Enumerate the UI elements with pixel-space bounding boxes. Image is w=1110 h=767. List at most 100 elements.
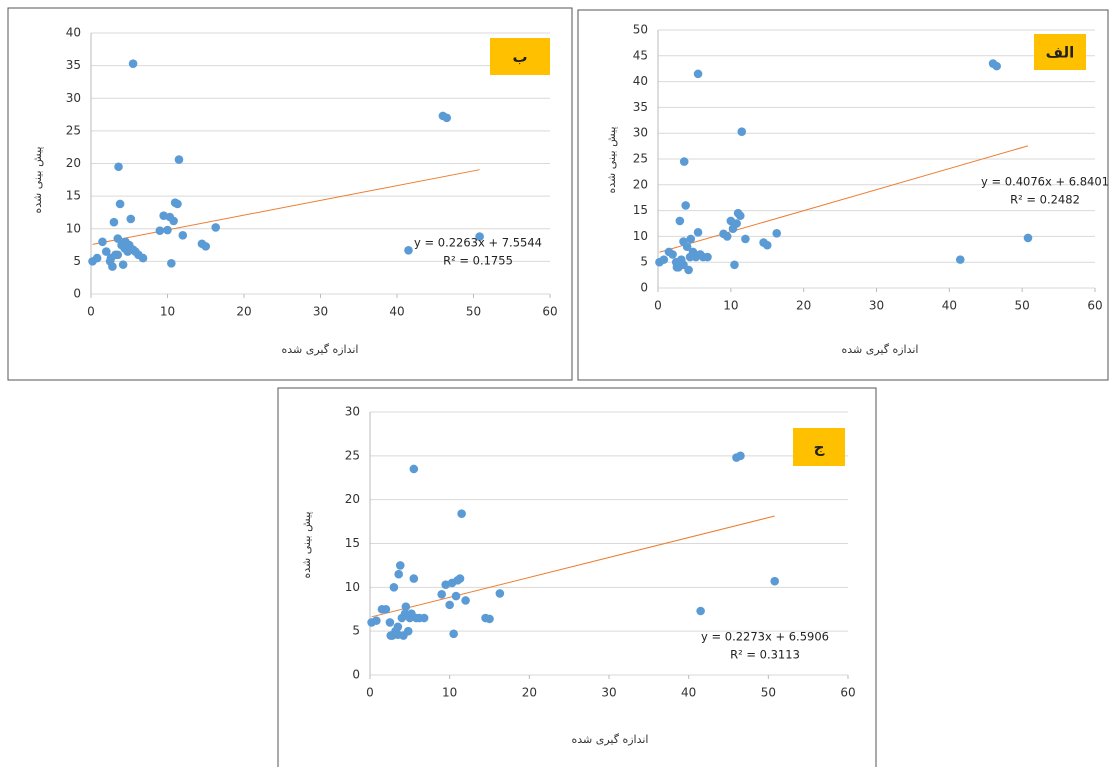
panel-frame bbox=[577, 9, 1109, 381]
point bbox=[113, 250, 123, 260]
point bbox=[386, 631, 396, 640]
y-tick-label: 35 bbox=[633, 100, 648, 114]
y-tick-label: 25 bbox=[66, 123, 81, 137]
panel-label: ب bbox=[512, 48, 527, 66]
y-tick-label: 0 bbox=[352, 668, 360, 682]
point bbox=[762, 240, 772, 250]
point bbox=[381, 604, 391, 614]
point bbox=[722, 232, 732, 241]
point bbox=[437, 590, 447, 599]
point bbox=[693, 227, 703, 237]
y-tick-label: 25 bbox=[345, 448, 360, 462]
point bbox=[772, 229, 782, 238]
point bbox=[102, 247, 111, 256]
panel-label: الف bbox=[1046, 44, 1075, 62]
x-tick-label: 50 bbox=[761, 686, 776, 700]
point bbox=[668, 250, 677, 259]
point bbox=[409, 464, 419, 474]
point bbox=[679, 260, 688, 270]
point bbox=[659, 255, 669, 264]
y-axis-title: پیش بینی شده bbox=[605, 126, 618, 193]
y-tick-label: 10 bbox=[345, 580, 360, 594]
y-tick-label: 15 bbox=[345, 536, 360, 550]
y-tick-label: 0 bbox=[640, 281, 648, 295]
point bbox=[178, 230, 188, 240]
point bbox=[442, 113, 452, 123]
point bbox=[403, 626, 413, 636]
x-tick-label: 0 bbox=[654, 299, 662, 313]
y-tick-label: 30 bbox=[345, 405, 360, 419]
point bbox=[730, 260, 739, 270]
y-tick-label: 30 bbox=[66, 91, 81, 105]
y-tick-label: 30 bbox=[633, 126, 648, 140]
point bbox=[115, 199, 125, 209]
point bbox=[389, 583, 399, 592]
y-tick-label: 20 bbox=[345, 492, 360, 506]
point bbox=[732, 219, 741, 228]
point bbox=[686, 234, 696, 244]
point bbox=[672, 263, 682, 272]
point bbox=[92, 253, 102, 263]
point bbox=[393, 622, 403, 632]
point bbox=[113, 234, 123, 243]
point bbox=[120, 244, 129, 253]
point bbox=[118, 260, 128, 269]
r-squared: R² = 0.1755 bbox=[443, 254, 513, 268]
point bbox=[394, 569, 403, 579]
point bbox=[404, 245, 413, 255]
point bbox=[385, 618, 395, 627]
point bbox=[174, 155, 184, 164]
x-tick-label: 20 bbox=[522, 686, 537, 700]
point bbox=[109, 217, 119, 227]
point bbox=[98, 237, 107, 247]
r-squared: R² = 0.3113 bbox=[730, 648, 800, 662]
y-tick-label: 35 bbox=[66, 58, 81, 72]
point bbox=[169, 216, 178, 226]
x-tick-label: 60 bbox=[542, 305, 557, 319]
x-tick-label: 0 bbox=[87, 305, 95, 319]
point bbox=[395, 561, 405, 570]
y-tick-label: 40 bbox=[66, 26, 81, 40]
point bbox=[108, 262, 117, 271]
x-tick-label: 40 bbox=[389, 305, 404, 319]
point bbox=[372, 616, 381, 625]
point bbox=[675, 216, 685, 226]
point bbox=[201, 242, 211, 251]
point bbox=[155, 226, 165, 236]
label-box bbox=[490, 38, 550, 75]
x-tick-label: 30 bbox=[869, 299, 884, 313]
point bbox=[393, 630, 403, 639]
y-tick-label: 15 bbox=[633, 203, 648, 217]
x-tick-label: 10 bbox=[723, 299, 738, 313]
x-tick-label: 40 bbox=[681, 686, 696, 700]
point bbox=[401, 602, 411, 611]
y-axis-title: پیش بینی شده bbox=[31, 146, 44, 213]
point bbox=[126, 214, 136, 224]
x-tick-label: 50 bbox=[466, 305, 481, 319]
label-box bbox=[1034, 34, 1086, 70]
point bbox=[741, 234, 750, 244]
x-tick-label: 10 bbox=[160, 305, 175, 319]
equation: y = 0.4076x + 6.8401 bbox=[981, 175, 1109, 189]
trendline bbox=[371, 515, 775, 618]
label-box bbox=[793, 428, 845, 466]
point bbox=[114, 162, 123, 172]
y-tick-label: 5 bbox=[73, 254, 81, 268]
x-tick-label: 20 bbox=[796, 299, 811, 313]
y-tick-label: 15 bbox=[66, 189, 81, 203]
point bbox=[475, 232, 484, 241]
point bbox=[736, 451, 745, 461]
point bbox=[736, 211, 745, 221]
point bbox=[737, 127, 747, 136]
point bbox=[167, 259, 176, 268]
point bbox=[770, 576, 780, 586]
x-tick-label: 60 bbox=[840, 686, 855, 700]
y-tick-label: 10 bbox=[633, 229, 648, 243]
point bbox=[445, 600, 454, 610]
x-tick-label: 60 bbox=[1087, 299, 1102, 313]
y-tick-label: 20 bbox=[633, 177, 648, 191]
point bbox=[106, 253, 116, 263]
x-tick-label: 30 bbox=[313, 305, 328, 319]
y-axis-title: پیش بینی شده bbox=[300, 511, 313, 578]
